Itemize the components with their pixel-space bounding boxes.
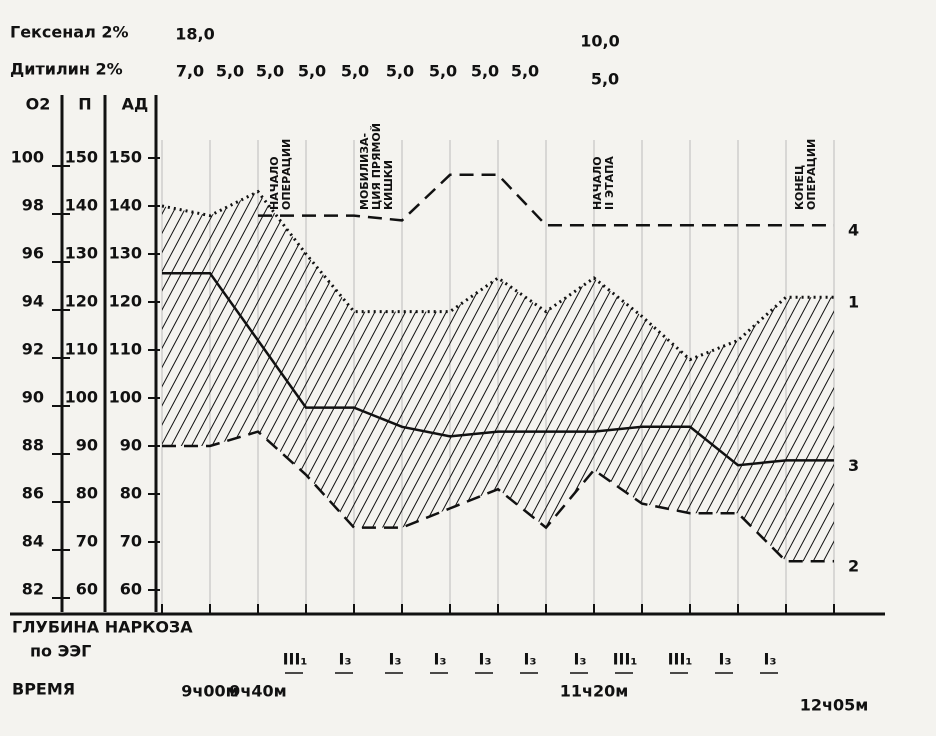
pulse-tick-label: 110 <box>65 340 98 359</box>
series-line <box>162 271 834 467</box>
x-tick-label: 9ч40м <box>229 682 286 701</box>
x-tick-label: 9ч00м <box>181 682 238 701</box>
dose: 5,0 <box>341 62 369 81</box>
y-tick-label: 100 <box>109 388 142 407</box>
dose: 5,0 <box>298 62 326 81</box>
dose: 5,0 <box>471 62 499 81</box>
y-tick-label: 130 <box>109 244 142 263</box>
annotation: ОПЕРАЦИИ <box>280 139 293 210</box>
dose: 7,0 <box>176 62 204 81</box>
pulse-tick-label: 60 <box>76 580 98 599</box>
pulse-tick-label: 100 <box>65 388 98 407</box>
dose: 5,0 <box>216 62 244 81</box>
series-label: 4 <box>848 221 859 240</box>
series-label: 1 <box>848 293 859 312</box>
y2-tick-label: 84 <box>22 532 44 551</box>
x-tick-label: 12ч05м <box>800 696 869 715</box>
eeg-stage: III₁ <box>668 650 693 669</box>
eeg-label: по ЭЭГ <box>30 642 91 661</box>
dose: 18,0 <box>175 25 214 44</box>
axis-label: O2 <box>26 95 51 114</box>
eeg-stage: III₁ <box>613 650 638 669</box>
y-tick-label: 150 <box>109 148 142 167</box>
y2-tick-label: 86 <box>22 484 44 503</box>
y2-tick-label: 100 <box>11 148 44 167</box>
annotation: ЦИЯ ПРЯМОЙ <box>370 123 383 210</box>
y2-tick-label: 94 <box>22 292 44 311</box>
pulse-tick-label: 150 <box>65 148 98 167</box>
x-axis-label: ВРЕМЯ <box>12 680 75 699</box>
annotation: МОБИЛИЗА- <box>358 133 371 210</box>
series-line <box>258 173 834 227</box>
y2-tick-label: 90 <box>22 388 44 407</box>
dose: 5,0 <box>386 62 414 81</box>
eeg-stage: III₁ <box>283 650 308 669</box>
y-tick-label: 90 <box>120 436 142 455</box>
pulse-tick-label: 120 <box>65 292 98 311</box>
dose: 5,0 <box>429 62 457 81</box>
dose: 5,0 <box>591 70 619 89</box>
y-tick-label: 80 <box>120 484 142 503</box>
pulse-tick-label: 90 <box>76 436 98 455</box>
y-tick-label: 120 <box>109 292 142 311</box>
annotation: ОПЕРАЦИИ <box>805 139 818 210</box>
eeg-stage: I₃ <box>479 650 492 669</box>
y-tick-label: 70 <box>120 532 142 551</box>
y-tick-label: 140 <box>109 196 142 215</box>
drug-label: Дитилин 2% <box>10 60 123 79</box>
series-line <box>162 430 834 563</box>
annotation: НАЧАЛО <box>591 156 604 210</box>
eeg-stage: I₃ <box>389 650 402 669</box>
eeg-label: ГЛУБИНА НАРКОЗА <box>12 618 193 637</box>
y2-tick-label: 98 <box>22 196 44 215</box>
dose: 5,0 <box>511 62 539 81</box>
pulse-tick-label: 70 <box>76 532 98 551</box>
x-tick-label: 11ч20м <box>560 682 629 701</box>
eeg-stage: I₃ <box>719 650 732 669</box>
dose: 5,0 <box>256 62 284 81</box>
eeg-stage: I₃ <box>434 650 447 669</box>
eeg-stage: I₃ <box>764 650 777 669</box>
y2-tick-label: 96 <box>22 244 44 263</box>
eeg-stage: I₃ <box>524 650 537 669</box>
annotation: II ЭТАПА <box>603 156 616 210</box>
annotation: КОНЕЦ <box>793 165 806 210</box>
series-label: 2 <box>848 557 859 576</box>
axis-label: П <box>78 95 91 114</box>
annotation: НАЧАЛО <box>268 156 281 210</box>
drug-label: Гексенал 2% <box>10 23 129 42</box>
y-tick-label: 110 <box>109 340 142 359</box>
y-tick-label: 60 <box>120 580 142 599</box>
dose: 10,0 <box>580 32 619 51</box>
hatch-area <box>162 191 834 562</box>
annotation: КИШКИ <box>382 160 395 210</box>
pulse-tick-label: 140 <box>65 196 98 215</box>
series-label: 3 <box>848 456 859 475</box>
eeg-stage: I₃ <box>574 650 587 669</box>
y2-tick-label: 88 <box>22 436 44 455</box>
axis-label: АД <box>122 95 149 114</box>
pulse-tick-label: 80 <box>76 484 98 503</box>
pulse-tick-label: 130 <box>65 244 98 263</box>
eeg-stage: I₃ <box>339 650 352 669</box>
y2-tick-label: 82 <box>22 580 44 599</box>
y2-tick-label: 92 <box>22 340 44 359</box>
